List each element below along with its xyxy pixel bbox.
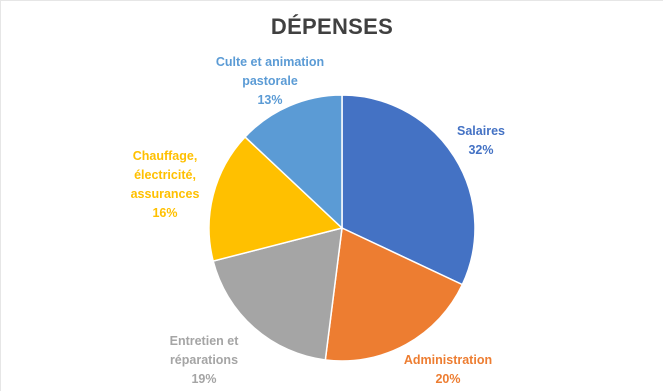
slice-percent-label: 32% [468, 143, 494, 157]
slice-label-line: Administration [403, 353, 493, 367]
slice-label-1: Salaires 32% [457, 122, 505, 160]
pie-slice-2 [324, 226, 464, 362]
slice-label-2: Administration 20% [404, 351, 492, 389]
pie-slice-4 [208, 135, 344, 262]
slice-percent-label: 19% [191, 372, 217, 386]
pie-slice-5 [243, 94, 343, 230]
slice-label-line: assurances [130, 187, 200, 201]
pie-slice-3 [212, 226, 343, 361]
chart-title: DÉPENSES [270, 14, 394, 39]
slice-label-line: Chauffage, [132, 149, 198, 163]
slice-label-3: Entretien et réparations 19% [170, 332, 239, 389]
slice-label-4: Chauffage, électricité, assurances 16% [131, 147, 200, 223]
slice-percent-label: 16% [152, 206, 178, 220]
pie-slice-1 [341, 94, 476, 286]
slice-label-line: Culte et animation [215, 55, 325, 69]
slice-percent-label: 13% [257, 93, 283, 107]
slice-label-line: Salaires [457, 124, 505, 138]
slice-label-line: réparations [169, 353, 239, 367]
slice-label-line: pastorale [242, 74, 298, 88]
slice-percent-label: 20% [435, 372, 461, 386]
slice-label-line: Entretien et [169, 334, 239, 348]
slice-label-5: Culte et animation pastorale 13% [216, 53, 324, 110]
slice-label-line: électricité, [134, 168, 196, 182]
